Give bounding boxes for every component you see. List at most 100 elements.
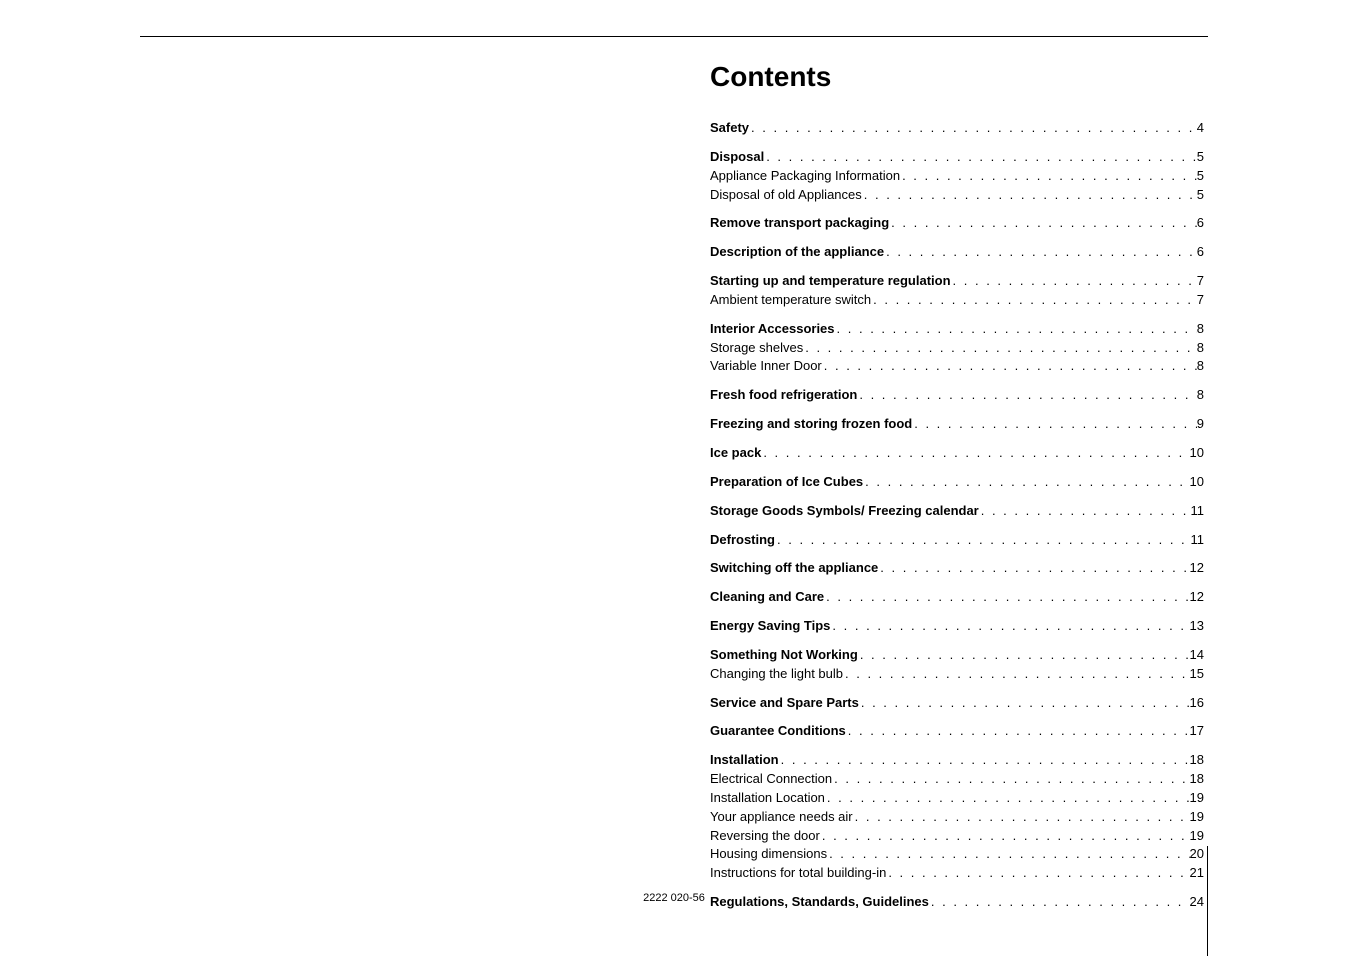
toc-entry: Installation18 (710, 751, 1204, 770)
toc-dots (835, 320, 1197, 339)
toc-entry: Storage Goods Symbols/ Freezing calendar… (710, 502, 1204, 521)
toc-entry-label: Description of the appliance (710, 243, 884, 262)
toc-dots (889, 214, 1197, 233)
toc-group: Regulations, Standards, Guidelines24 (710, 893, 1204, 912)
toc-dots (764, 148, 1197, 167)
toc-dots (857, 386, 1196, 405)
toc-entry-page: 20 (1190, 845, 1204, 864)
toc-dots (863, 473, 1189, 492)
toc-dots (825, 789, 1190, 808)
footer-label: 2222 020-56 (643, 892, 705, 904)
toc-entry-label: Remove transport packaging (710, 214, 889, 233)
toc-dots (900, 167, 1197, 186)
toc-dots (951, 272, 1197, 291)
toc-entry-page: 21 (1190, 864, 1204, 883)
toc-dots (871, 291, 1197, 310)
toc-entry-label: Disposal (710, 148, 764, 167)
toc-entry: Guarantee Conditions17 (710, 722, 1204, 741)
toc-group: Energy Saving Tips13 (710, 617, 1204, 636)
toc-entry-label: Appliance Packaging Information (710, 167, 900, 186)
toc-entry-label: Disposal of old Appliances (710, 186, 862, 205)
toc-entry: Remove transport packaging 6 (710, 214, 1204, 233)
toc-entry-page: 24 (1190, 893, 1204, 912)
toc-entry-page: 5 (1197, 148, 1204, 167)
toc-entry-label: Changing the light bulb (710, 665, 843, 684)
toc-group: Guarantee Conditions17 (710, 722, 1204, 741)
toc-entry-page: 12 (1190, 588, 1204, 607)
toc-entry-page: 12 (1190, 559, 1204, 578)
toc-dots (846, 722, 1190, 741)
toc-entry-page: 19 (1190, 827, 1204, 846)
toc-entry: Your appliance needs air 19 (710, 808, 1204, 827)
toc-dots (912, 415, 1197, 434)
toc-entry-label: Variable Inner Door (710, 357, 822, 376)
toc-dots (878, 559, 1189, 578)
toc-entry-label: Ambient temperature switch (710, 291, 871, 310)
toc-entry-page: 10 (1190, 444, 1204, 463)
toc-entry-label: Housing dimensions (710, 845, 827, 864)
toc-entry: Something Not Working14 (710, 646, 1204, 665)
toc-dots (820, 827, 1190, 846)
toc-group: Disposal 5 Appliance Packaging Information… (710, 148, 1204, 205)
toc-entry: Housing dimensions 20 (710, 845, 1204, 864)
toc-entry-label: Ice pack (710, 444, 761, 463)
toc-group: Remove transport packaging 6 (710, 214, 1204, 233)
toc-entry-page: 6 (1197, 214, 1204, 233)
toc-group: Storage Goods Symbols/ Freezing calendar… (710, 502, 1204, 521)
toc-group: Something Not Working14Changing the ligh… (710, 646, 1204, 684)
toc-entry-page: 19 (1190, 789, 1204, 808)
toc-group: Description of the appliance 6 (710, 243, 1204, 262)
toc-entry: Fresh food refrigeration8 (710, 386, 1204, 405)
toc-entry-label: Fresh food refrigeration (710, 386, 857, 405)
toc-entry-page: 15 (1190, 665, 1204, 684)
toc-entry-label: Defrosting (710, 531, 775, 550)
toc-entry-label: Reversing the door (710, 827, 820, 846)
toc-entry: Safety4 (710, 119, 1204, 138)
toc-dots (884, 243, 1197, 262)
toc-entry-page: 17 (1190, 722, 1204, 741)
toc-group: Defrosting11 (710, 531, 1204, 550)
toc-entry: Variable Inner Door8 (710, 357, 1204, 376)
toc-entry-page: 11 (1191, 502, 1205, 521)
toc-entry: Regulations, Standards, Guidelines24 (710, 893, 1204, 912)
toc-dots (858, 646, 1190, 665)
toc-entry-label: Instructions for total building-in (710, 864, 886, 883)
toc-entry-page: 9 (1197, 415, 1204, 434)
toc-entry-label: Energy Saving Tips (710, 617, 830, 636)
toc-entry: Switching off the appliance12 (710, 559, 1204, 578)
toc-entry-page: 16 (1190, 694, 1204, 713)
toc-entry-label: Freezing and storing frozen food (710, 415, 912, 434)
toc-entry: Freezing and storing frozen food 9 (710, 415, 1204, 434)
toc-entry-page: 6 (1197, 243, 1204, 262)
toc-dots (862, 186, 1197, 205)
toc-entry: Energy Saving Tips13 (710, 617, 1204, 636)
toc-entry-page: 4 (1197, 119, 1204, 138)
toc-dots (803, 339, 1197, 358)
toc-entry-label: Cleaning and Care (710, 588, 824, 607)
toc-entry: Reversing the door 19 (710, 827, 1204, 846)
top-rule (140, 36, 1208, 37)
toc-dots (979, 502, 1191, 521)
toc-group: Starting up and temperature regulation7A… (710, 272, 1204, 310)
toc-entry: Starting up and temperature regulation7 (710, 272, 1204, 291)
toc-entry-page: 10 (1190, 473, 1204, 492)
content-area: Contents Safety4Disposal5Appliance Packa… (710, 61, 1204, 912)
toc-entry-page: 19 (1190, 808, 1204, 827)
page-container: Contents Safety4Disposal5Appliance Packa… (140, 36, 1208, 916)
toc-entry-label: Preparation of Ice Cubes (710, 473, 863, 492)
toc-entry-label: Your appliance needs air (710, 808, 853, 827)
toc-entry-page: 8 (1197, 320, 1204, 339)
toc-dots (853, 808, 1190, 827)
toc-entry-label: Service and Spare Parts (710, 694, 859, 713)
toc-dots (886, 864, 1189, 883)
toc-group: Cleaning and Care 12 (710, 588, 1204, 607)
toc-entry: Instructions for total building-in 21 (710, 864, 1204, 883)
toc-entry-page: 8 (1197, 339, 1204, 358)
toc-entry: Defrosting11 (710, 531, 1204, 550)
toc-entry-label: Something Not Working (710, 646, 858, 665)
toc-dots (779, 751, 1190, 770)
toc-entry-label: Storage Goods Symbols/ Freezing calendar (710, 502, 979, 521)
toc-entry: Preparation of Ice Cubes 10 (710, 473, 1204, 492)
toc-entry-label: Electrical Connection (710, 770, 832, 789)
toc-entry: Interior Accessories8 (710, 320, 1204, 339)
